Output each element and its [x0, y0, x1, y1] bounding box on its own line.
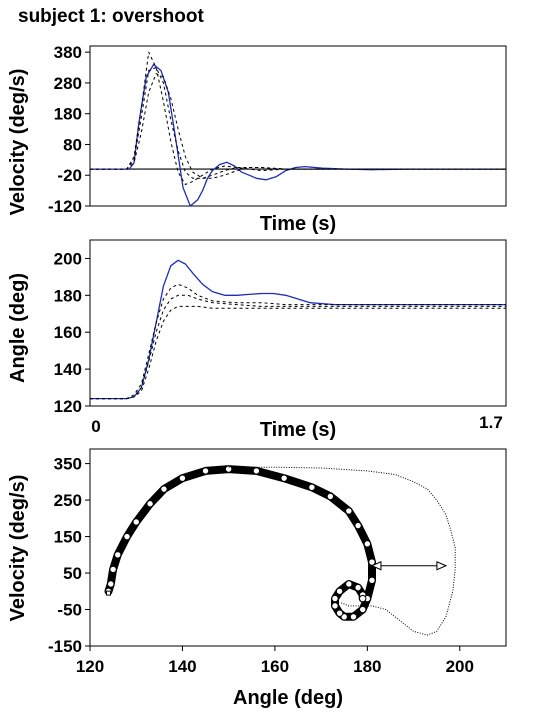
velocity-angle-x-label: Angle (deg) [233, 687, 343, 709]
phase-trace-marker [354, 521, 362, 530]
velocity-time-y-tick-label: 380 [54, 43, 82, 62]
velocity-time-y-tick-label: 180 [54, 105, 82, 124]
figure-title: subject 1: overshoot [18, 6, 204, 27]
angle-time-series [90, 259, 506, 400]
velocity-time-y-tick-label: 80 [63, 135, 82, 154]
velocity-time-chart: 380 280 180 80 -20 -120 Time (s) Velocity (de… [7, 43, 507, 235]
velocity-angle-x-tick-label: 160 [261, 657, 289, 676]
angle-time-y-tick-label: 160 [54, 323, 82, 342]
angle-time-series-line [90, 305, 506, 400]
velocity-angle-y-tick-label: 50 [63, 564, 82, 583]
phase-trace-marker [252, 467, 261, 475]
phase-trace-marker [160, 485, 168, 493]
angle-time-y-tick-label: 140 [54, 360, 82, 379]
phase-trace-marker [107, 580, 115, 588]
phase-trace-marker [224, 465, 233, 473]
velocity-time-series [90, 51, 506, 207]
phase-trace-marker [359, 605, 367, 614]
phase-trace-marker [368, 576, 376, 585]
velocity-angle-plot-frame [89, 448, 507, 647]
velocity-angle-x-tick-label: 180 [353, 657, 381, 676]
velocity-time-y-tick-label: 280 [54, 74, 82, 93]
velocity-angle-series-line [228, 466, 456, 636]
phase-trace-marker [354, 583, 362, 592]
phase-trace-marker [326, 492, 335, 501]
velocity-angle-x-tick-label: 140 [168, 657, 196, 676]
phase-trace-marker [109, 565, 117, 574]
phase-trace-marker [335, 609, 344, 617]
phase-trace-marker [308, 483, 316, 492]
velocity-angle-y-tick-label: 350 [54, 455, 82, 474]
overshoot-arrow-head-right [436, 560, 448, 571]
velocity-angle-chart: 350 250 150 50 -50 -150 120 140 160 180 200 Angle… [7, 448, 507, 709]
angle-time-y-tick-label: 180 [54, 286, 82, 305]
angle-time-y-tick-label: 200 [54, 249, 82, 268]
velocity-angle-series-line [104, 465, 376, 621]
velocity-time-y-label: Velocity (deg/s) [7, 69, 29, 216]
velocity-time-series-line [90, 73, 506, 179]
phase-trace-marker [363, 540, 372, 548]
phase-trace-marker [331, 602, 339, 610]
angle-time-series-line [90, 294, 506, 400]
velocity-angle-y-tick-label: 250 [54, 491, 82, 510]
velocity-time-y-ticks: 380 280 180 80 -20 -120 [48, 43, 90, 216]
velocity-angle-x-tick-label: 200 [446, 657, 474, 676]
velocity-angle-series [104, 465, 456, 636]
velocity-time-series-line [90, 51, 506, 185]
angle-time-chart: 200 180 160 140 120 0 1.7 Time (s) Angle (de… [7, 239, 507, 441]
phase-trace-marker [123, 532, 131, 541]
velocity-time-series-line [90, 63, 506, 207]
velocity-angle-x-ticks: 120 140 160 180 200 [76, 646, 474, 676]
phase-trace-marker [349, 613, 358, 621]
velocity-time-y-tick-label: -20 [57, 166, 82, 185]
velocity-time-x-label: Time (s) [260, 213, 336, 235]
angle-time-x-label: Time (s) [260, 419, 336, 441]
angle-time-x-tick-end: 1.7 [479, 413, 503, 432]
angle-time-y-ticks: 200 180 160 140 120 [54, 249, 90, 416]
velocity-angle-y-label: Velocity (deg/s) [7, 475, 29, 622]
phase-trace-marker [331, 594, 339, 603]
phase-trace-marker [178, 474, 187, 482]
velocity-time-series-line [90, 67, 506, 179]
phase-trace-marker [146, 500, 154, 508]
phase-trace-marker [345, 507, 353, 515]
velocity-angle-x-tick-label: 120 [76, 657, 104, 676]
angle-time-plot-frame [89, 239, 507, 407]
phase-trace-marker [335, 587, 344, 595]
velocity-time-y-tick-label: -120 [48, 197, 82, 216]
phase-trace-marker [280, 474, 288, 482]
phase-trace-marker [359, 594, 367, 603]
phase-trace-marker [132, 518, 140, 526]
angle-time-x-tick-start: 0 [91, 417, 100, 436]
velocity-angle-y-ticks: 350 250 150 50 -50 -150 [48, 455, 90, 656]
overshoot-arrow [105, 560, 448, 596]
angle-time-series-line [90, 259, 506, 400]
phase-trace-marker [114, 551, 122, 559]
phase-trace-marker [201, 467, 210, 475]
overshoot-arrow-head-left [370, 560, 382, 571]
angle-time-y-label: Angle (deg) [7, 273, 29, 383]
velocity-time-plot-frame [89, 45, 507, 207]
phase-start-marker [105, 590, 111, 596]
angle-time-y-tick-label: 120 [54, 397, 82, 416]
velocity-angle-y-tick-label: -150 [48, 637, 82, 656]
phase-trace-marker [345, 580, 353, 588]
velocity-angle-y-tick-label: -50 [57, 601, 82, 620]
velocity-angle-y-tick-label: 150 [54, 528, 82, 547]
